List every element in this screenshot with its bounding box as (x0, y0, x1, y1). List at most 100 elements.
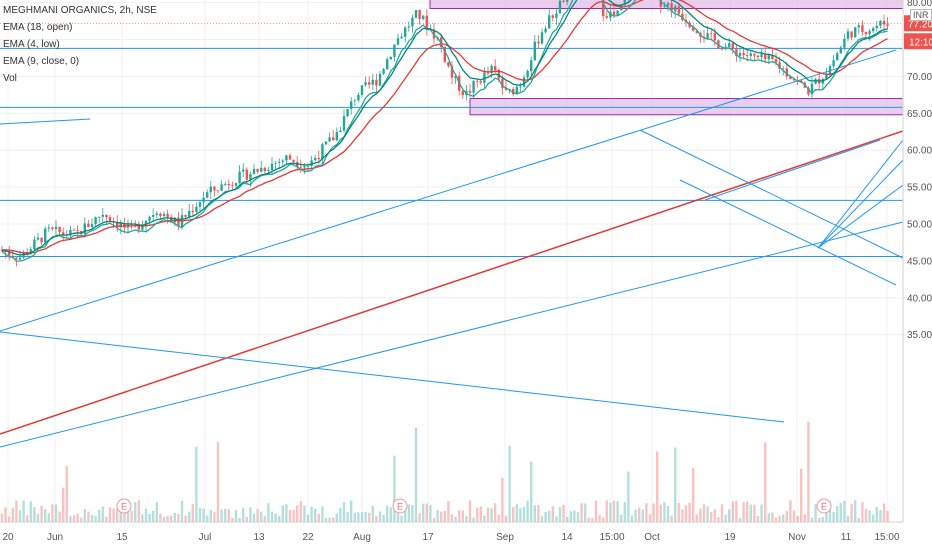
candle-body (616, 10, 619, 16)
upper-channel-line[interactable] (0, 49, 897, 332)
volume-bar (580, 503, 583, 522)
candle-body (332, 137, 335, 141)
volume-bar (724, 514, 727, 522)
descending-line[interactable] (0, 331, 785, 423)
earnings-marker[interactable] (116, 498, 132, 514)
volume-bar (562, 504, 565, 522)
candle-body (764, 53, 767, 60)
candle-body (807, 87, 810, 95)
volume-bar (234, 510, 238, 522)
volume-bar (461, 510, 464, 522)
time-tick-label: 14 (561, 532, 573, 543)
candle-body (375, 79, 378, 86)
volume-bar (699, 508, 702, 522)
volume-bar (177, 513, 180, 522)
fan-line-2[interactable] (817, 159, 904, 249)
volume-bar (90, 515, 94, 522)
volume-bar (620, 514, 623, 522)
volume-bar (141, 514, 144, 522)
candle-body (504, 87, 508, 90)
volume-bar (404, 505, 407, 522)
candle-body (440, 37, 443, 48)
candle-body (778, 62, 781, 69)
candle-body (357, 95, 360, 101)
candle-body (195, 206, 198, 213)
candle-body (220, 184, 223, 191)
volume-bar (587, 517, 590, 522)
time-tick-label: Aug (353, 532, 371, 543)
volume-bar (551, 506, 554, 522)
zone-rect[interactable] (429, 0, 904, 10)
volume-bar (353, 512, 356, 522)
candle-body (159, 213, 162, 217)
legend-symbol[interactable]: MEGHMANI ORGANICS, 2h, NSE (3, 5, 157, 16)
candle-body (155, 213, 158, 215)
candle-body (303, 165, 306, 168)
candle-body (393, 44, 396, 57)
oct-drop-line[interactable] (704, 139, 881, 201)
volume-bar (195, 446, 198, 522)
volume-bar (540, 516, 544, 522)
volume-bar (274, 513, 277, 522)
volume-bar (569, 511, 572, 522)
volume-bar (393, 455, 396, 522)
volume-bar (850, 503, 853, 522)
candle-body (245, 169, 248, 180)
candle-body (620, 4, 623, 11)
short-upper-line[interactable] (0, 118, 91, 125)
time-axis[interactable]: 20 Jun 15 Jul 13 22 Aug 17 Sep 14 15:00 Oct 19 Nov 11 1… (0, 521, 903, 543)
volume-bar (825, 507, 828, 522)
candle-body (386, 59, 389, 70)
down-channel-top[interactable] (639, 129, 904, 259)
mid-channel-line[interactable] (0, 221, 904, 448)
candle-body (810, 83, 814, 95)
ema-9-close-line[interactable] (1, 0, 888, 256)
legend-ema-4[interactable]: EMA (4, low) (3, 39, 60, 50)
volume-bar (526, 500, 529, 522)
volume-bar (846, 515, 850, 522)
zone-rect[interactable] (469, 98, 904, 116)
volume-bar (40, 505, 43, 522)
price-axis[interactable]: 100.0095.0090.0085.0080.0075.0070.0065.0… (902, 0, 932, 522)
fan-line-1[interactable] (817, 139, 904, 249)
currency-label[interactable]: INR (910, 9, 932, 21)
candle-body (566, 0, 569, 2)
candle-body (191, 210, 194, 213)
candle-body (162, 213, 166, 217)
countdown-value: 12:10 (909, 37, 932, 48)
volume-bar (681, 509, 684, 522)
time-tick-label: Sep (496, 532, 514, 543)
legend-ema-9[interactable]: EMA (9, close, 0) (3, 56, 80, 67)
ema-18-open-line[interactable] (1, 0, 888, 254)
volume-bar (544, 512, 547, 522)
volume-bar (98, 509, 101, 522)
red-trendline[interactable] (0, 130, 904, 435)
volume-bar (350, 500, 353, 522)
volume-bar (155, 501, 158, 522)
volume-bar (796, 515, 799, 522)
earnings-marker[interactable] (392, 498, 408, 514)
volume-bar (166, 516, 169, 522)
volume-bar (634, 509, 637, 522)
candle-body (753, 53, 756, 56)
fan-line-3[interactable] (817, 184, 904, 249)
volume-bar (159, 513, 162, 522)
legend-ema-18[interactable]: EMA (18, open) (3, 22, 73, 33)
volume-bar (162, 516, 166, 522)
price-tick-label: 50.00 (907, 220, 932, 231)
candle-body (695, 30, 698, 33)
volume-bar (0, 513, 4, 522)
candle-body (353, 100, 356, 102)
volume-bar (267, 503, 270, 522)
earnings-marker[interactable] (816, 498, 832, 514)
volume-bar (321, 506, 324, 522)
candle-body (742, 52, 745, 56)
candle-body (317, 157, 320, 160)
volume-bar (832, 511, 835, 522)
down-channel-bottom[interactable] (679, 179, 897, 286)
candle-body (864, 31, 868, 35)
legend-volume[interactable]: Vol (3, 73, 17, 84)
ema-4-low-line[interactable] (1, 0, 888, 262)
candle-body (476, 81, 479, 82)
